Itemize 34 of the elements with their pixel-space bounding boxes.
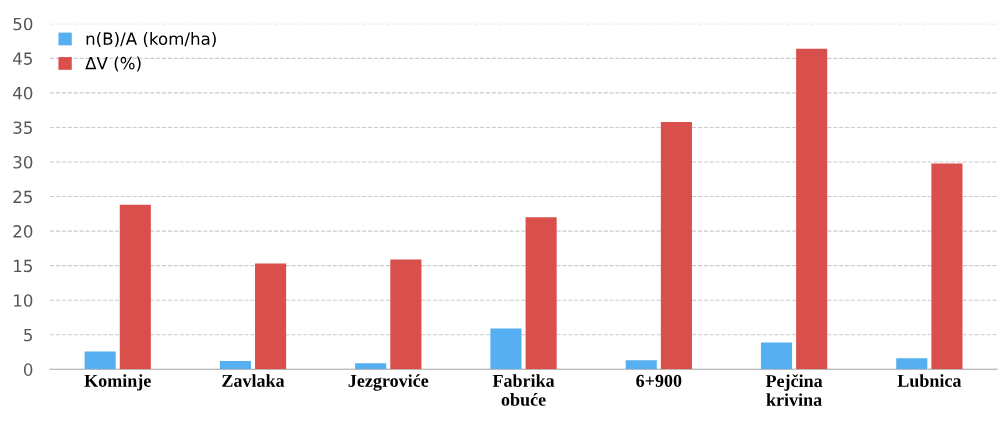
bar	[390, 259, 422, 370]
bar	[119, 204, 151, 370]
bar	[255, 263, 287, 370]
y-tick-label: 35	[13, 121, 32, 135]
x-tick-label: Jezgroviće	[348, 374, 429, 391]
x-tick-label: Lubnica	[897, 374, 962, 387]
y-tick-label: 30	[13, 155, 33, 169]
bar	[896, 358, 928, 370]
y-tick-label: 15	[14, 259, 32, 273]
bar	[760, 342, 793, 370]
y-tick-label: 40	[13, 86, 33, 100]
y-tick-label: 50	[13, 17, 33, 31]
x-tick-label: Fabrika obuće	[492, 374, 555, 406]
y-tick-label: 25	[13, 190, 32, 204]
bar	[84, 351, 116, 370]
legend-label: ΔV (%)	[85, 56, 141, 72]
bar	[660, 121, 692, 370]
x-tick-label: Kominje	[84, 374, 151, 391]
y-tick-label: 5	[24, 328, 32, 342]
bar	[219, 361, 251, 370]
x-tick-label: 6+900	[636, 374, 682, 387]
y-tick-label: 10	[14, 294, 33, 307]
legend-label: n(B)/A (kom/ha)	[86, 32, 216, 47]
bar	[355, 363, 387, 370]
bar	[490, 328, 522, 370]
bar	[796, 48, 828, 370]
y-tick-label: 0	[23, 363, 33, 376]
x-tick-label: Zavlaka	[222, 374, 285, 387]
bar	[525, 217, 557, 370]
bar	[625, 360, 657, 370]
bar	[931, 163, 963, 370]
y-tick-label: 45	[13, 52, 32, 65]
y-tick-label: 20	[13, 225, 33, 238]
x-tick-label: Pejčina krivina	[765, 374, 823, 407]
